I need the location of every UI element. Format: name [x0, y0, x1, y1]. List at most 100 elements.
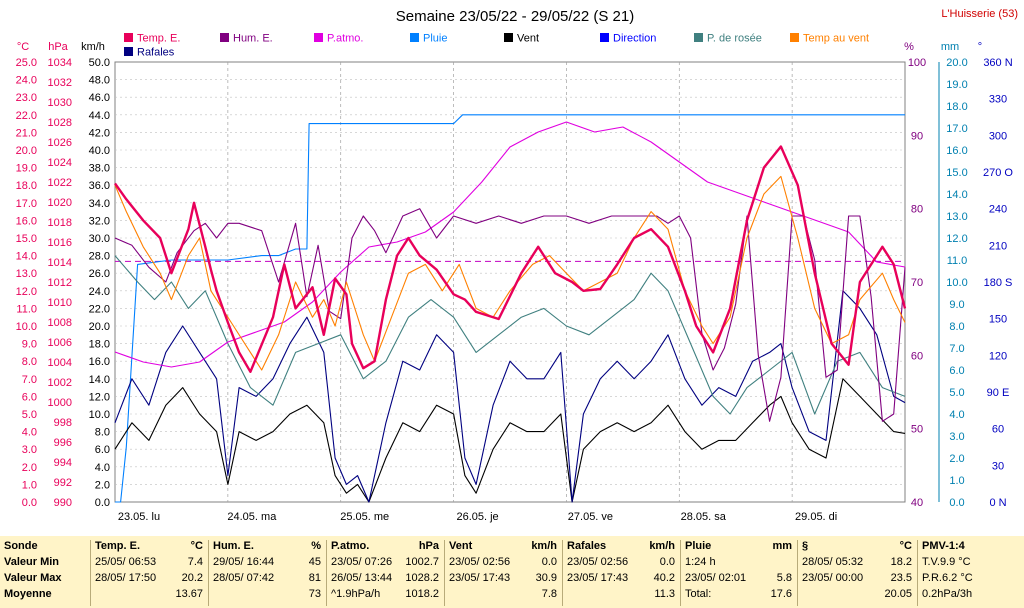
series-p-atmo-	[114, 121, 906, 368]
stats-cell-row: 28/05/ 17:50 20.2	[95, 572, 203, 588]
temp-tick-label: 4.0	[22, 427, 37, 439]
rain-tick-label: 8.0	[949, 321, 964, 333]
x-tick-label: 29.05. di	[795, 511, 837, 523]
stats-column-header: P.atmo. hPa	[331, 540, 439, 556]
stats-row-label-text: Sonde	[4, 540, 38, 552]
stats-column-title: Vent	[449, 540, 473, 552]
stats-column-title: Temp. E.	[95, 540, 141, 552]
temp-tick-label: 21.0	[16, 127, 37, 139]
temp-tick-label: 12.0	[16, 286, 37, 298]
chart-legend: Temp. E. Hum. E. P.atmo. Pluie Vent Direction…	[124, 33, 869, 59]
stats-cell-label: P.R.6.2 °C	[922, 572, 973, 584]
temp-tick-label: 11.0	[16, 303, 37, 315]
stats-cell-label: 23/05/ 17:43	[567, 572, 629, 584]
pressure-tick-label: 994	[54, 457, 72, 469]
legend-label: Hum. E.	[233, 33, 273, 45]
temp-tick-label: 22.0	[16, 110, 37, 122]
stats-cell-row: 23/05/ 17:43 40.2	[567, 572, 675, 588]
temp-tick-label: 3.0	[22, 444, 37, 456]
stats-column: Temp. E. °C 25/05/ 06:53 7.4 28/05/ 17:50 20.…	[90, 540, 209, 606]
pressure-unit-label: hPa	[48, 41, 68, 53]
legend-label: Temp au vent	[803, 33, 869, 45]
wind-tick-label: 12.0	[89, 391, 110, 403]
temp-tick-label: 19.0	[16, 163, 37, 175]
rain-tick-label: 3.0	[949, 431, 964, 443]
wind-tick-label: 28.0	[89, 251, 110, 263]
temp-tick-label: 8.0	[22, 356, 37, 368]
pressure-tick-label: 1006	[48, 337, 72, 349]
wind-tick-label: 8.0	[95, 427, 110, 439]
wind-unit-label: km/h	[81, 41, 105, 53]
stats-cell-row: 29/05/ 16:44 45	[213, 556, 321, 572]
stats-column-header: Hum. E.%	[213, 540, 321, 556]
legend-label: Temp. E.	[137, 33, 180, 45]
legend-label: Rafales	[137, 47, 175, 59]
temp-tick-label: 6.0	[22, 391, 37, 403]
pressure-tick-label: 1030	[48, 97, 72, 109]
wind-tick-label: 14.0	[89, 374, 110, 386]
temp-unit-label: °C	[17, 41, 29, 53]
stats-cell-value: 0.0	[541, 556, 557, 568]
stats-column-unit: km/h	[649, 540, 675, 552]
stats-cell-row: 13.67	[95, 588, 203, 604]
pressure-tick-label: 1016	[48, 237, 72, 249]
chart-series	[114, 114, 907, 503]
stats-cell-row: 23/05/ 07:26 1002.7	[331, 556, 439, 572]
weather-chart: Semaine 23/05/22 - 29/05/22 (S 21) L'Hui…	[16, 8, 1018, 523]
temp-tick-label: 1.0	[22, 479, 37, 491]
humidity-tick-label: 90	[911, 130, 923, 142]
wind-tick-label: 50.0	[89, 57, 110, 69]
stats-column-title: P.atmo.	[331, 540, 370, 552]
stats-cell-label: 29/05/ 16:44	[213, 556, 275, 568]
rain-tick-label: 9.0	[949, 299, 964, 311]
stats-cell-value: 11.3	[654, 588, 675, 600]
stats-column-header: Vent km/h	[449, 540, 557, 556]
pressure-tick-label: 992	[54, 477, 72, 489]
pressure-tick-label: 990	[54, 497, 72, 509]
legend-label: P. de rosée	[707, 33, 762, 45]
legend-swatch	[790, 33, 799, 42]
rain-tick-label: 12.0	[946, 233, 967, 245]
temp-tick-label: 5.0	[22, 409, 37, 421]
temp-tick-label: 24.0	[16, 75, 37, 87]
stats-column-unit: °C	[190, 540, 203, 552]
temp-tick-label: 7.0	[22, 374, 37, 386]
wind-tick-label: 2.0	[95, 479, 110, 491]
wind-tick-label: 20.0	[89, 321, 110, 333]
direction-tick-label: 60	[992, 424, 1004, 436]
humidity-tick-label: 80	[911, 204, 923, 216]
direction-tick-label: 240	[989, 204, 1007, 216]
stats-cell-value: 20.05	[884, 588, 912, 600]
pressure-tick-label: 1022	[48, 177, 72, 189]
stats-cell-label: 28/05/ 07:42	[213, 572, 275, 584]
stats-cell-value: 7.8	[541, 588, 557, 600]
series-pluie	[115, 114, 905, 503]
stats-column-title: Rafales	[567, 540, 607, 552]
stats-column-unit: mm	[772, 540, 792, 552]
stats-cell-row: 28/05/ 05:32 18.2	[802, 556, 912, 572]
direction-tick-label: 90 E	[987, 387, 1010, 399]
stats-column-title: Pluie	[685, 540, 712, 552]
stats-cell-row: ^1.9hPa/h 1018.2	[331, 588, 439, 604]
stats-column-header: PMV-1:4	[922, 540, 1019, 556]
stats-cell-value: 18.2	[890, 556, 912, 568]
humidity-tick-label: 40	[911, 497, 923, 509]
station-name: L'Huisserie (53)	[941, 8, 1018, 20]
series-temp-e-	[114, 145, 907, 373]
temp-tick-label: 16.0	[16, 215, 37, 227]
stats-cell-row: P.R.6.2 °C	[922, 572, 1019, 588]
chart-grid	[114, 61, 906, 503]
humidity-tick-label: 50	[911, 424, 923, 436]
stats-cell-row: 20.05	[802, 588, 912, 604]
rain-unit-label: mm	[941, 41, 959, 53]
stats-cell-label: 28/05/ 17:50	[95, 572, 157, 584]
legend-swatch	[314, 33, 323, 42]
x-tick-label: 26.05. je	[456, 511, 498, 523]
stats-column-unit: km/h	[531, 540, 557, 552]
temp-tick-label: 10.0	[16, 321, 37, 333]
wind-tick-label: 6.0	[95, 444, 110, 456]
stats-column: PMV-1:4 T.V.9.9 °C P.R.6.2 °C 0.2hPa/3h	[917, 540, 1024, 606]
stats-row-label-text: Valeur Min	[4, 556, 60, 568]
direction-tick-label: 330	[989, 94, 1007, 106]
pressure-tick-label: 1024	[48, 157, 72, 169]
